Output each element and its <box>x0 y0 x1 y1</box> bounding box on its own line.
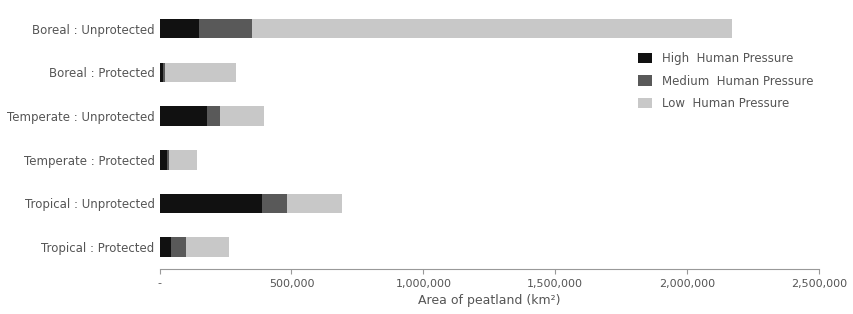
Bar <box>171 237 186 257</box>
Bar <box>160 150 166 170</box>
Bar <box>166 150 169 170</box>
Bar <box>169 150 196 170</box>
Bar <box>262 193 287 213</box>
Bar <box>160 62 163 82</box>
Bar <box>160 193 262 213</box>
Bar <box>220 106 264 126</box>
Bar <box>252 19 731 39</box>
X-axis label: Area of peatland (km²): Area of peatland (km²) <box>417 294 560 307</box>
Legend: High  Human Pressure, Medium  Human Pressure, Low  Human Pressure: High Human Pressure, Medium Human Pressu… <box>637 52 812 110</box>
Bar <box>186 237 229 257</box>
Bar <box>160 19 199 39</box>
Bar <box>165 62 235 82</box>
Bar <box>163 62 165 82</box>
Bar <box>160 237 171 257</box>
Bar <box>199 19 252 39</box>
Bar <box>206 106 220 126</box>
Bar <box>160 106 206 126</box>
Bar <box>287 193 341 213</box>
